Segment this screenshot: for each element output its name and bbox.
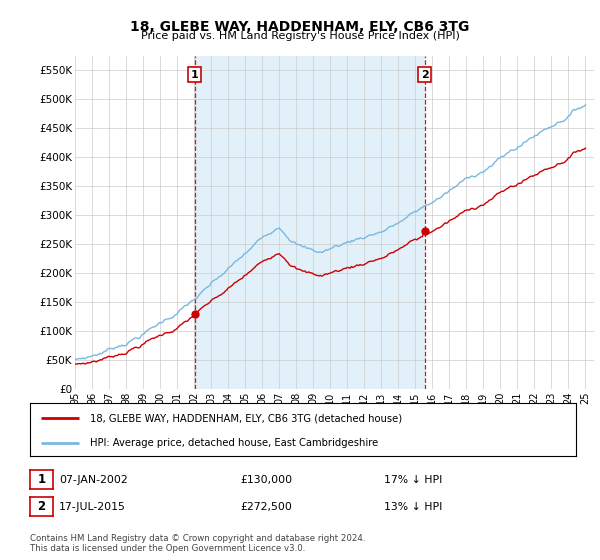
Text: £130,000: £130,000 (240, 475, 292, 485)
Text: 17% ↓ HPI: 17% ↓ HPI (384, 475, 442, 485)
Text: 18, GLEBE WAY, HADDENHAM, ELY, CB6 3TG: 18, GLEBE WAY, HADDENHAM, ELY, CB6 3TG (130, 20, 470, 34)
Text: £272,500: £272,500 (240, 502, 292, 512)
Text: 17-JUL-2015: 17-JUL-2015 (59, 502, 125, 512)
Text: This data is licensed under the Open Government Licence v3.0.: This data is licensed under the Open Gov… (30, 544, 305, 553)
Text: 2: 2 (421, 69, 428, 80)
Bar (194, 56, 425, 389)
Text: 13% ↓ HPI: 13% ↓ HPI (384, 502, 442, 512)
Text: Contains HM Land Registry data © Crown copyright and database right 2024.: Contains HM Land Registry data © Crown c… (30, 534, 365, 543)
Text: 1: 1 (191, 69, 199, 80)
Text: HPI: Average price, detached house, East Cambridgeshire: HPI: Average price, detached house, East… (90, 438, 379, 448)
Text: 1: 1 (37, 473, 46, 487)
Text: 18, GLEBE WAY, HADDENHAM, ELY, CB6 3TG (detached house): 18, GLEBE WAY, HADDENHAM, ELY, CB6 3TG (… (90, 413, 402, 423)
Text: 07-JAN-2002: 07-JAN-2002 (59, 475, 128, 485)
Text: Price paid vs. HM Land Registry's House Price Index (HPI): Price paid vs. HM Land Registry's House … (140, 31, 460, 41)
Text: 2: 2 (37, 500, 46, 514)
